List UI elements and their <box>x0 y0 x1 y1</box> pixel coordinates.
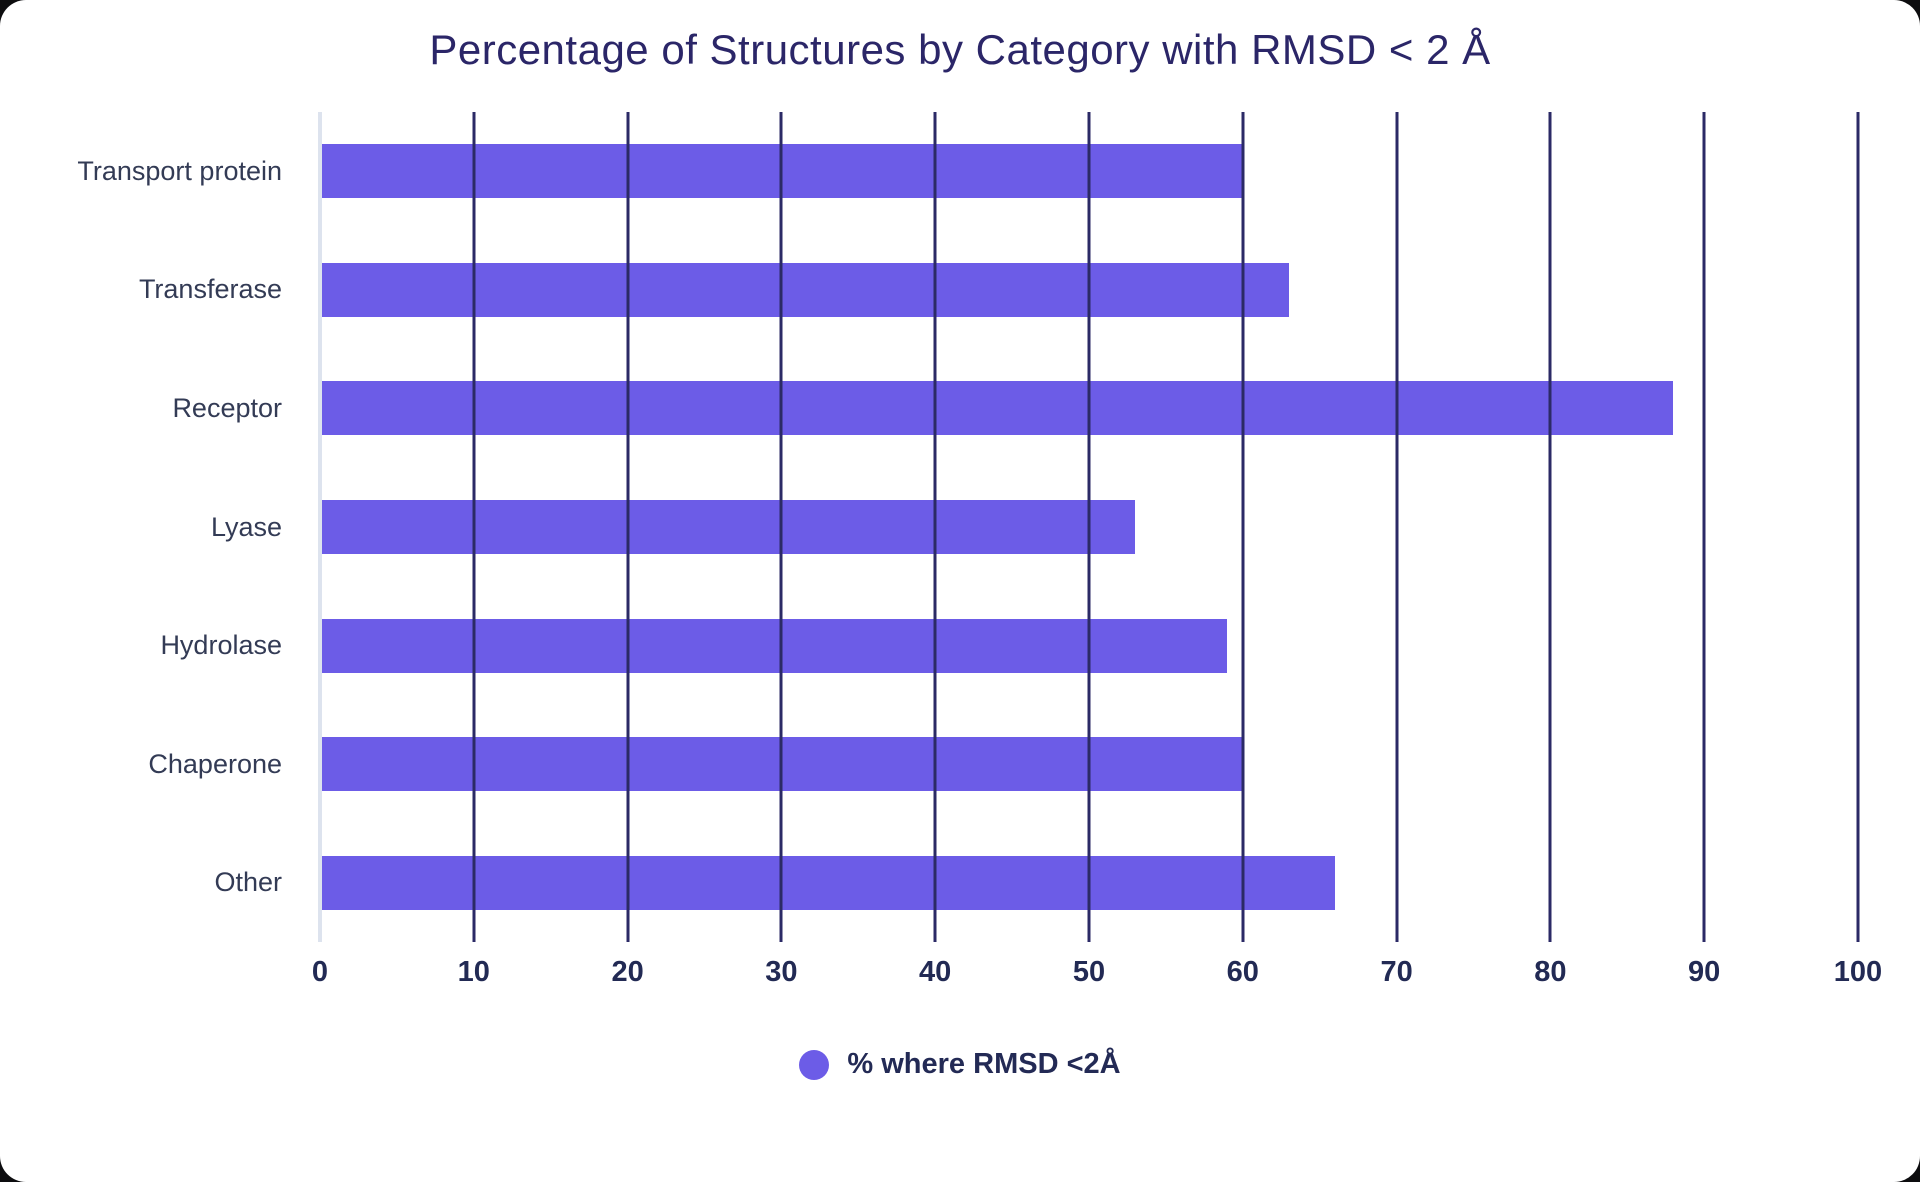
x-tick-label-90: 90 <box>1688 956 1721 988</box>
category-label-other: Other <box>214 867 282 898</box>
category-label-transport-protein: Transport protein <box>77 155 282 186</box>
bar-transferase <box>320 262 1289 317</box>
x-tick-label-80: 80 <box>1534 956 1567 988</box>
bar-row-other <box>320 823 1858 942</box>
bar-other <box>320 855 1336 910</box>
bar-row-transferase <box>320 231 1858 350</box>
bar-row-receptor <box>320 349 1858 468</box>
x-axis: 0 10 20 30 40 50 60 70 80 90 100 <box>312 956 1882 1014</box>
legend-marker-icon <box>799 1049 830 1080</box>
x-tick-label-50: 50 <box>1072 956 1106 988</box>
chart-title: Percentage of Structures by Category wit… <box>429 26 1491 73</box>
y-axis-labels: Transport protein Transferase Receptor Lyas… <box>0 112 320 942</box>
category-label-hydrolase: Hydrolase <box>160 630 282 661</box>
bar-row-lyase <box>320 468 1858 587</box>
chart-body: Transport protein Transferase Receptor Lyas… <box>0 112 1920 942</box>
bars-container <box>320 112 1858 942</box>
category-label-receptor: Receptor <box>172 392 282 423</box>
x-tick-label-0: 0 <box>311 956 329 988</box>
x-tick-label-40: 40 <box>919 956 952 988</box>
bar-row-transport-protein <box>320 112 1858 231</box>
bar-row-chaperone <box>320 705 1858 824</box>
category-label-lyase: Lyase <box>210 511 282 542</box>
legend: % where RMSD <2Å <box>0 1048 1920 1081</box>
x-tick-label-100: 100 <box>1833 956 1883 988</box>
bar-receptor <box>320 381 1674 436</box>
bar-transport-protein <box>320 144 1243 199</box>
bar-chaperone <box>320 737 1243 792</box>
x-tick-label-30: 30 <box>765 956 798 988</box>
plot-area <box>318 112 1860 942</box>
bar-hydrolase <box>320 618 1228 673</box>
category-label-chaperone: Chaperone <box>148 748 282 779</box>
x-tick-label-10: 10 <box>457 956 490 988</box>
bar-row-hydrolase <box>320 586 1858 705</box>
bar-lyase <box>320 500 1136 555</box>
legend-label: % where RMSD <2Å <box>847 1048 1121 1080</box>
x-tick-label-70: 70 <box>1380 956 1413 988</box>
x-tick-label-60: 60 <box>1226 956 1259 988</box>
category-label-transferase: Transferase <box>138 274 282 305</box>
x-tick-label-20: 20 <box>611 956 644 988</box>
